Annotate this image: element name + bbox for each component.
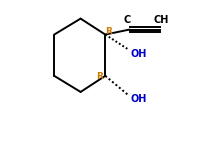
Text: C: C — [124, 15, 131, 25]
Text: CH: CH — [154, 15, 169, 25]
Text: OH: OH — [130, 94, 147, 104]
Text: OH: OH — [130, 49, 147, 59]
Text: R: R — [105, 27, 112, 36]
Text: R: R — [96, 72, 102, 81]
